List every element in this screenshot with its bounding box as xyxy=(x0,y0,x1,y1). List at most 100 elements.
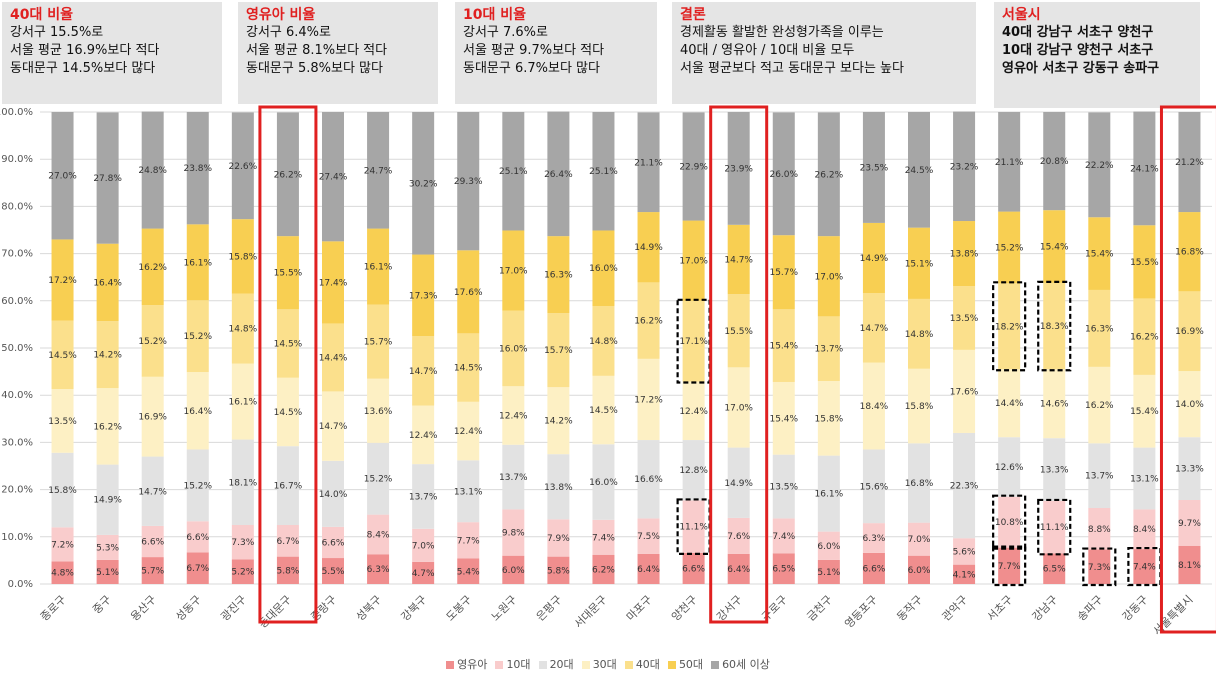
data-label: 17.2% xyxy=(634,395,663,405)
bar-segment xyxy=(772,553,795,584)
data-label: 24.1% xyxy=(1130,164,1159,174)
data-label: 14.8% xyxy=(229,325,258,335)
dashed-highlight-box xyxy=(1037,280,1072,372)
bar-segment xyxy=(412,405,435,465)
data-label: 14.5% xyxy=(274,340,303,350)
data-label: 18.2% xyxy=(995,322,1024,332)
bar-segment xyxy=(862,362,885,450)
bar-segment xyxy=(682,500,705,553)
data-label: 15.5% xyxy=(1130,258,1159,268)
bar-segment xyxy=(592,230,615,306)
red-highlight-box xyxy=(258,105,318,624)
x-tick-label: 광진구 xyxy=(218,593,249,624)
bar-segment xyxy=(457,522,480,559)
bar-segment xyxy=(1043,210,1066,283)
box-40s-title: 40대 비율 xyxy=(10,7,73,23)
bar-segment xyxy=(908,522,930,556)
bar-segment xyxy=(1133,298,1156,375)
data-label: 5.8% xyxy=(276,566,299,576)
data-label: 25.1% xyxy=(589,167,618,177)
bar-segment xyxy=(457,333,480,402)
data-label: 16.8% xyxy=(905,479,934,489)
box-seoul-line: 영유아 서초구 강동구 송파구 xyxy=(1002,61,1160,76)
bar-segment xyxy=(1178,371,1201,438)
bar-segment xyxy=(953,286,976,350)
bar-segment xyxy=(276,556,299,584)
data-label: 23.8% xyxy=(183,164,212,174)
data-label: 13.1% xyxy=(454,487,483,497)
data-label: 11.1% xyxy=(679,523,708,533)
data-label: 6.5% xyxy=(772,565,795,575)
data-label: 14.9% xyxy=(860,254,889,264)
bar-segment xyxy=(817,236,840,317)
x-tick-label: 양천구 xyxy=(668,592,699,623)
y-tick-label: 100.0% xyxy=(0,107,33,118)
bar-segment xyxy=(457,250,480,334)
bar-segment xyxy=(592,305,615,376)
bar-segment xyxy=(322,323,344,392)
bar-segment xyxy=(998,283,1021,370)
data-label: 5.3% xyxy=(96,543,119,553)
data-label: 6.7% xyxy=(186,564,209,574)
bar-segment xyxy=(412,528,435,562)
bar-segment xyxy=(862,112,885,223)
bar-segment xyxy=(682,112,705,221)
data-label: 13.5% xyxy=(950,314,979,324)
bar-segment xyxy=(322,558,344,584)
bar-segment xyxy=(51,527,74,562)
data-label: 27.0% xyxy=(48,172,77,182)
data-label: 5.2% xyxy=(231,568,254,578)
bar-segment xyxy=(186,552,209,584)
data-label: 14.7% xyxy=(319,422,348,432)
data-label: 12.4% xyxy=(409,431,438,441)
bar-segment xyxy=(141,525,164,558)
bar-segment xyxy=(1178,499,1201,546)
x-tick-label: 강남구 xyxy=(1030,593,1061,624)
bar-segment xyxy=(141,557,164,584)
y-tick-label: 60.0% xyxy=(1,296,33,307)
data-label: 15.7% xyxy=(769,268,798,278)
data-label: 17.0% xyxy=(679,257,708,267)
data-label: 13.8% xyxy=(544,483,573,493)
bar-segment xyxy=(547,313,570,388)
bar-segment xyxy=(998,112,1021,212)
data-label: 16.2% xyxy=(93,422,122,432)
box-conclusion-line: 경제활동 활발한 완성형가족을 이루는 xyxy=(680,25,884,40)
bar-segment xyxy=(96,464,119,535)
data-label: 5.6% xyxy=(953,547,976,557)
data-label: 6.4% xyxy=(727,565,750,575)
legend-item: 30대 xyxy=(581,656,617,672)
bar-segment xyxy=(1133,447,1156,510)
x-tick-label: 강북구 xyxy=(399,593,430,624)
data-label: 6.0% xyxy=(502,566,525,576)
bar-segment xyxy=(96,559,119,584)
data-label: 15.1% xyxy=(905,259,934,269)
data-label: 15.5% xyxy=(274,269,303,279)
data-label: 10.8% xyxy=(995,518,1024,528)
legend-label: 50대 xyxy=(678,658,704,671)
bar-segment xyxy=(862,293,885,363)
legend-swatch xyxy=(711,661,720,669)
bar-segment xyxy=(1178,112,1201,213)
bar-segment xyxy=(412,464,435,529)
bar-segment xyxy=(367,228,390,305)
bar-segment xyxy=(502,509,525,556)
bar-segment xyxy=(1133,374,1156,448)
data-label: 14.8% xyxy=(905,330,934,340)
data-label: 13.5% xyxy=(769,483,798,493)
bar-segment xyxy=(953,432,976,539)
box-infant-line: 서울 평균 8.1%보다 적다 xyxy=(246,43,388,58)
legend-item: 10대 xyxy=(495,656,531,672)
bar-segment xyxy=(772,235,795,310)
bar-segment xyxy=(51,561,74,584)
legend-item: 50대 xyxy=(667,656,704,672)
data-label: 17.6% xyxy=(950,387,979,397)
bar-segment xyxy=(502,112,525,231)
bar-segment xyxy=(682,440,705,501)
bar-segment xyxy=(322,391,344,461)
bar-segment xyxy=(637,518,660,554)
data-label: 15.8% xyxy=(905,402,934,412)
data-label: 14.7% xyxy=(138,487,167,497)
data-label: 16.6% xyxy=(634,475,663,485)
bar-segment xyxy=(276,112,299,237)
